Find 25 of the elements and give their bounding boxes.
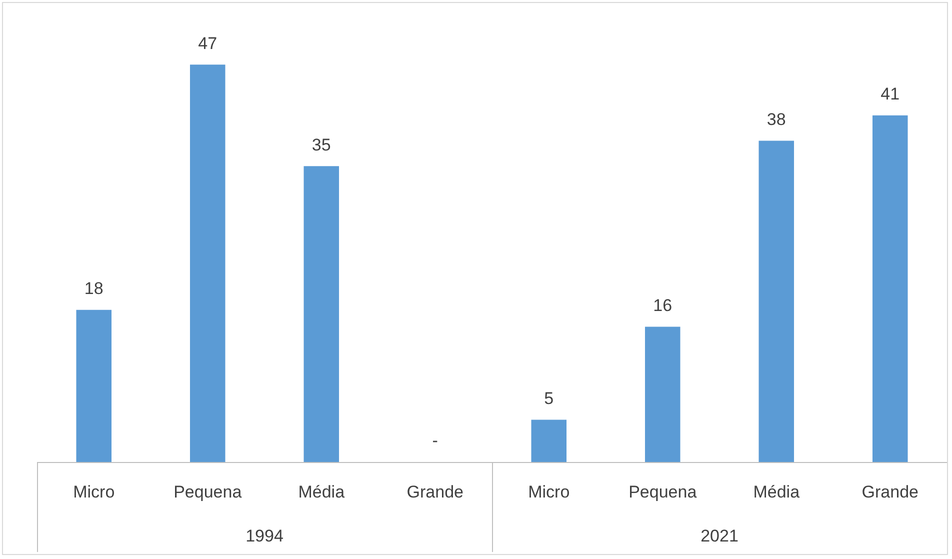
x-tick-label: Pequena xyxy=(174,482,242,502)
bar xyxy=(304,166,340,462)
x-tick-label: Micro xyxy=(73,482,115,502)
text: - xyxy=(432,431,438,450)
data-label: 16 xyxy=(653,296,672,315)
x-tick-label: Média xyxy=(298,482,346,502)
text: 1994 xyxy=(246,526,284,546)
bar xyxy=(758,140,794,462)
data-label: 18 xyxy=(84,279,104,298)
bar xyxy=(872,115,908,462)
bar xyxy=(76,310,112,462)
x-tick-label: Micro xyxy=(528,482,570,502)
x-tick-label: Pequena xyxy=(628,482,698,502)
data-label: 5 xyxy=(544,388,554,408)
data-label: 35 xyxy=(312,135,331,154)
x-tick-label: Grande xyxy=(862,482,918,502)
x-tick-label: Média xyxy=(753,482,800,502)
data-label: 47 xyxy=(198,34,218,53)
data-label: 41 xyxy=(880,84,900,104)
text: 2021 xyxy=(700,526,738,546)
data-label: 38 xyxy=(766,110,786,129)
bar xyxy=(644,326,680,462)
x-tick-label: Grande xyxy=(406,482,464,502)
bar xyxy=(531,420,567,462)
bar xyxy=(190,64,226,462)
